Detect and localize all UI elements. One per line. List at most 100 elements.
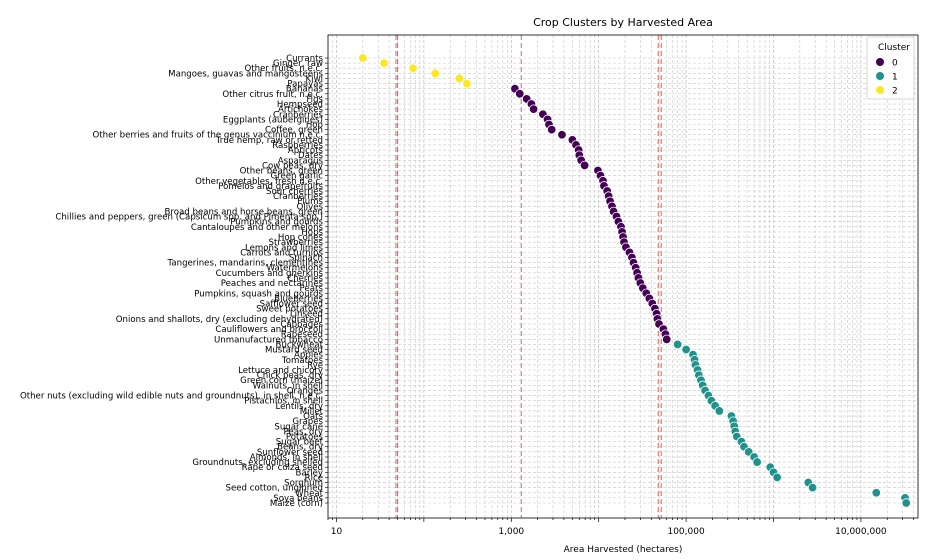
y-tick-label: Cabbages (280, 320, 323, 330)
y-tick-label: Maize (corn) (270, 499, 323, 509)
y-tick-label: Peaches and nectarines (221, 279, 324, 289)
y-tick-label: Unmanufactured tobacco (214, 335, 323, 345)
y-tick-label: Soya beans (273, 494, 323, 504)
y-tick-label: Lemons and limes (245, 243, 324, 253)
y-tick-label: Sugar cane (274, 422, 323, 432)
data-point (379, 58, 389, 68)
data-point (807, 482, 818, 493)
y-tick-label: True hemp, raw or retted (215, 136, 323, 146)
legend-title: Cluster (878, 43, 910, 53)
data-point (681, 344, 691, 355)
y-tick-label: Hop cones (278, 233, 324, 243)
y-tick-label: Cranberries (273, 192, 324, 202)
y-tick-label: Pomelos and grapefruits (218, 182, 323, 192)
y-tick-label: Artichokes (278, 105, 324, 115)
y-tick-label: Raspberries (272, 141, 323, 151)
data-point (515, 89, 525, 99)
data-point (557, 130, 567, 140)
data-point (454, 73, 465, 84)
y-tick-label: Sugar beet (276, 438, 324, 448)
legend: Cluster 0 1 2 (866, 36, 915, 100)
y-tick-label: Chillies and peppers, green (Capsicum sp… (55, 213, 323, 223)
y-tick-label: Carrots and turnips (240, 248, 323, 258)
x-axis: 10 1,000 100,000 10,000,000 (327, 518, 914, 537)
y-tick-label: Other berries and fruits of the genus va… (93, 131, 323, 141)
y-tick-label: Ginger, raw (273, 59, 323, 69)
y-tick-label: Hop (306, 120, 323, 130)
y-tick-label: Blueberries (274, 294, 323, 304)
y-tick-label: Green garlic (270, 172, 323, 182)
y-tick-label: Dates (298, 151, 324, 161)
y-tick-label: Seed cotton, unginned (226, 484, 323, 494)
y-tick-label: Sour cherries (266, 187, 323, 197)
data-point (752, 457, 762, 467)
y-tick-label: Asparagus (278, 156, 324, 166)
data-point (871, 488, 881, 498)
y-tick-label: Sweet potatoes (256, 305, 323, 315)
legend-label: 0 (892, 59, 898, 69)
y-tick-label: Millet (300, 407, 324, 417)
y-tick-label: Potatoes (286, 433, 324, 443)
data-point (662, 334, 672, 345)
y-tick-label: Other nuts (excluding wild edible nuts a… (20, 392, 323, 402)
reference-lines (395, 35, 662, 518)
y-tick-label: Green corn (maize) (240, 376, 323, 386)
y-tick-label: Peas, dry (284, 427, 323, 437)
y-tick-label: Mustard seed (265, 346, 323, 356)
y-tick-label: Pears (300, 284, 324, 294)
y-tick-label: Almonds, in shell (250, 453, 323, 463)
y-tick-label: Apricots (288, 146, 324, 156)
y-tick-label: Groundnuts, excluding shelled (192, 458, 323, 468)
y-tick-label: Lettuce and chicory (238, 366, 323, 376)
y-tick-label: Onions and shallots, dry (excluding dehy… (116, 315, 323, 325)
y-tick-label: Plums (297, 197, 323, 207)
data-points (358, 53, 911, 508)
y-tick-label: Figs (306, 95, 323, 105)
y-tick-label: Rape or colza seed (242, 463, 323, 473)
y-tick-label: Walnuts, in shell (253, 381, 323, 391)
y-tick-label: Oranges (287, 386, 324, 396)
data-point (579, 160, 590, 171)
y-tick-label: Other beans, green (240, 167, 323, 177)
y-tick-label: Cherries (287, 274, 323, 284)
y-tick-label: Tangerines, mandarins, clementines (167, 259, 324, 269)
y-tick-label: Barley (296, 468, 323, 478)
data-point (672, 339, 683, 350)
y-tick-label: Mangoes, guavas and mangosteens (168, 69, 323, 79)
data-point (462, 78, 472, 89)
y-tick-label: Strawberries (269, 238, 324, 248)
legend-marker (876, 86, 884, 94)
y-tick-label: Currants (286, 54, 323, 64)
y-tick-label: Cantaloupes and other melons (191, 223, 324, 233)
y-tick-label: Buckwheat (276, 340, 324, 350)
legend-label: 2 (892, 87, 898, 97)
y-tick-label: Rice (305, 473, 323, 483)
y-tick-label: Pistachios, in shell (244, 397, 323, 407)
y-tick-label: Pumpkins and gourds (230, 218, 323, 228)
y-tick-label: Wheat (295, 489, 323, 499)
chart-title: Crop Clusters by Harvested Area (533, 16, 713, 29)
y-tick-label: Broad beans and horse beans, green (165, 207, 323, 217)
y-tick-label: Lentils, dry (275, 402, 323, 412)
y-tick-label: Hempseed (277, 100, 323, 110)
y-tick-label: Other vegetables, fresh n.e.c. (195, 177, 323, 187)
legend-label: 1 (892, 73, 898, 83)
y-tick-label: Eggplants (aubergines) (223, 115, 323, 125)
y-tick-label: Tomatoes (281, 356, 324, 366)
y-tick-label: Bananas (286, 85, 324, 95)
y-tick-label: Pumpkins, squash and gourds (194, 289, 323, 299)
y-tick-label: Rye (307, 361, 323, 371)
x-tick-label: 100,000 (667, 527, 704, 537)
y-tick-label: Kiwi (306, 74, 323, 84)
x-axis-label: Area Harvested (hectares) (564, 545, 683, 555)
legend-box (866, 36, 915, 100)
y-tick-label: Grapes (292, 417, 323, 427)
x-tick-label: 1,000 (498, 527, 524, 537)
y-tick-label: Cranberries (273, 110, 324, 120)
data-point (430, 68, 440, 79)
y-tick-label: Sorghum (284, 479, 323, 489)
x-tick-label: 10,000,000 (835, 527, 887, 537)
